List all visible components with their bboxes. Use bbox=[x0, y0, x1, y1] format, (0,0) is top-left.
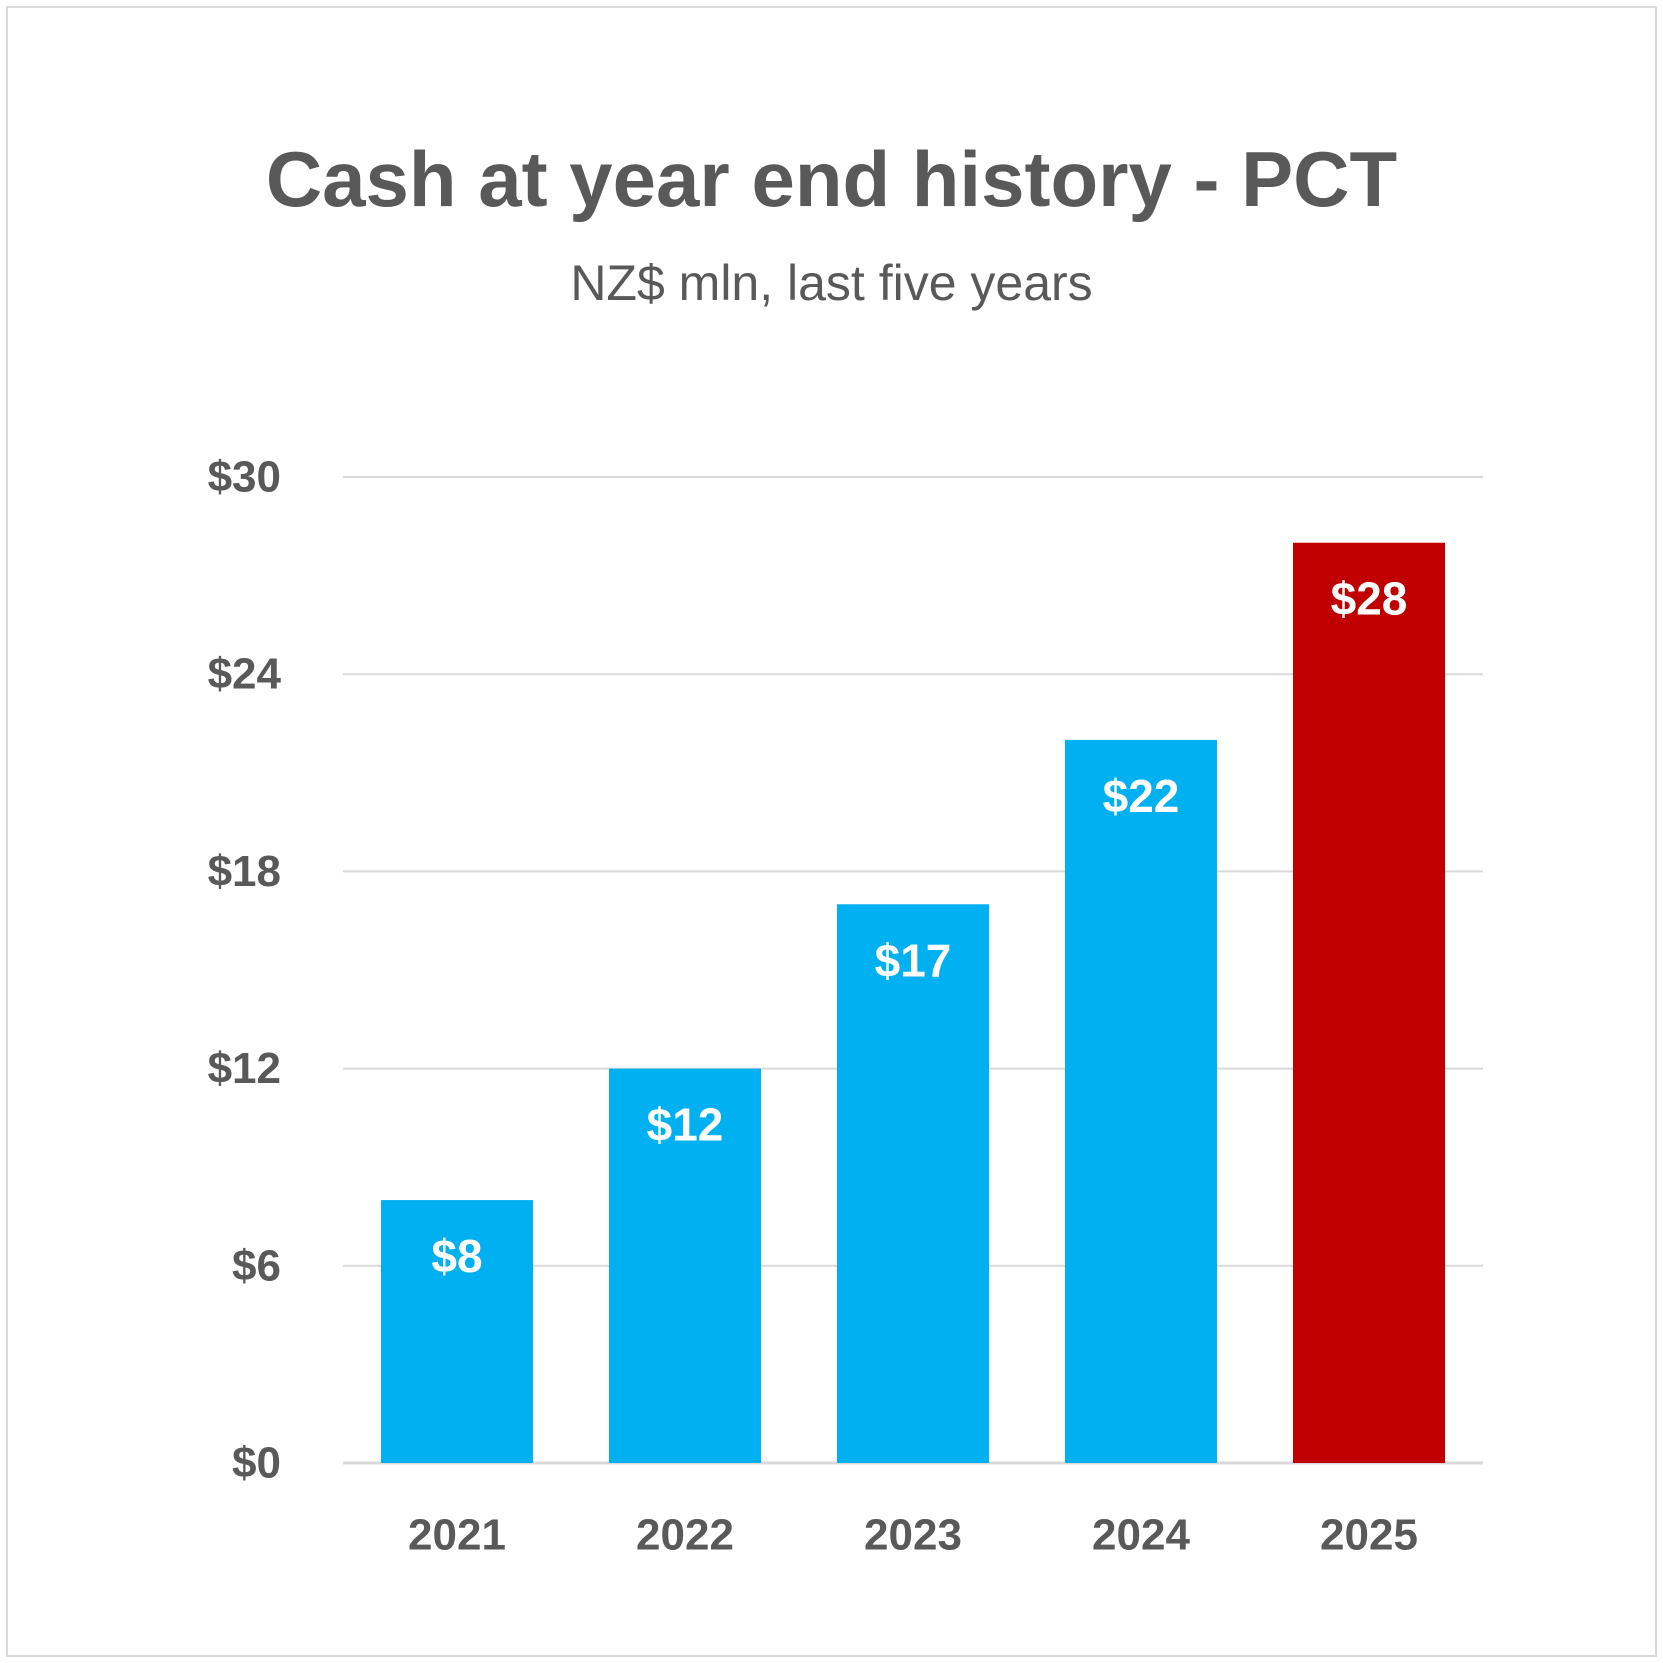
y-tick-label: $24 bbox=[208, 650, 282, 699]
data-label-2025: $28 bbox=[1331, 573, 1408, 625]
bar-2024 bbox=[1065, 739, 1217, 1463]
y-tick-label: $6 bbox=[232, 1241, 281, 1290]
chart-subtitle: NZ$ mln, last five years bbox=[570, 255, 1093, 311]
y-axis-tick-labels: $0 $6 $12 $18 $24 $30 bbox=[208, 453, 282, 1488]
x-axis-category-labels: 2021 2022 2023 2024 2025 bbox=[408, 1511, 1418, 1560]
x-tick-label-2024: 2024 bbox=[1092, 1511, 1190, 1560]
bar-2023 bbox=[837, 904, 989, 1463]
data-label-2022: $12 bbox=[647, 1099, 724, 1151]
y-tick-label: $30 bbox=[208, 453, 281, 502]
data-labels: $8 $12 $17 $22 $28 bbox=[431, 573, 1407, 1282]
data-label-2023: $17 bbox=[875, 934, 952, 986]
x-tick-label-2023: 2023 bbox=[864, 1511, 962, 1560]
bar-2022 bbox=[609, 1068, 761, 1463]
y-tick-label: $12 bbox=[208, 1044, 281, 1093]
x-tick-label-2025: 2025 bbox=[1320, 1511, 1418, 1560]
y-tick-label: $0 bbox=[232, 1439, 281, 1488]
data-label-2024: $22 bbox=[1103, 770, 1180, 822]
chart-title: Cash at year end history - PCT bbox=[265, 135, 1398, 223]
bars bbox=[381, 542, 1445, 1463]
data-label-2021: $8 bbox=[431, 1230, 482, 1282]
x-tick-label-2021: 2021 bbox=[408, 1511, 506, 1560]
y-tick-label: $18 bbox=[208, 847, 281, 896]
x-tick-label-2022: 2022 bbox=[636, 1511, 734, 1560]
bar-2021 bbox=[381, 1200, 533, 1463]
bar-2025 bbox=[1293, 542, 1445, 1463]
